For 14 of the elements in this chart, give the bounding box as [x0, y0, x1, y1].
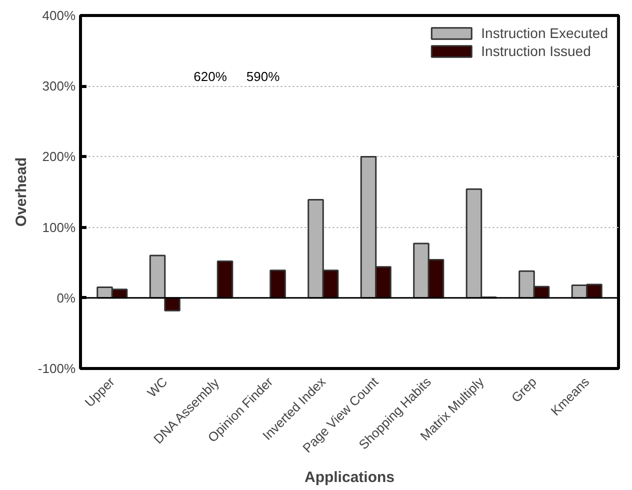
x-axis-title: Applications: [304, 468, 395, 486]
y-tick-label: 0%: [56, 290, 76, 306]
x-tick-label: WC: [144, 374, 170, 400]
y-tick-label: -100%: [38, 361, 76, 376]
y-tick-label: 100%: [42, 220, 76, 235]
legend-label: Instruction Issued: [481, 43, 591, 59]
y-tick-label: 300%: [42, 78, 76, 94]
annotation: 620%: [194, 69, 228, 84]
y-tick-label: 400%: [42, 8, 76, 23]
legend-label: Instruction Executed: [481, 25, 608, 41]
annotation: 590%: [246, 69, 280, 84]
x-tick-label: Grep: [508, 374, 540, 406]
y-axis-title: Overhead: [12, 157, 30, 227]
y-tick-label: 200%: [42, 149, 76, 164]
